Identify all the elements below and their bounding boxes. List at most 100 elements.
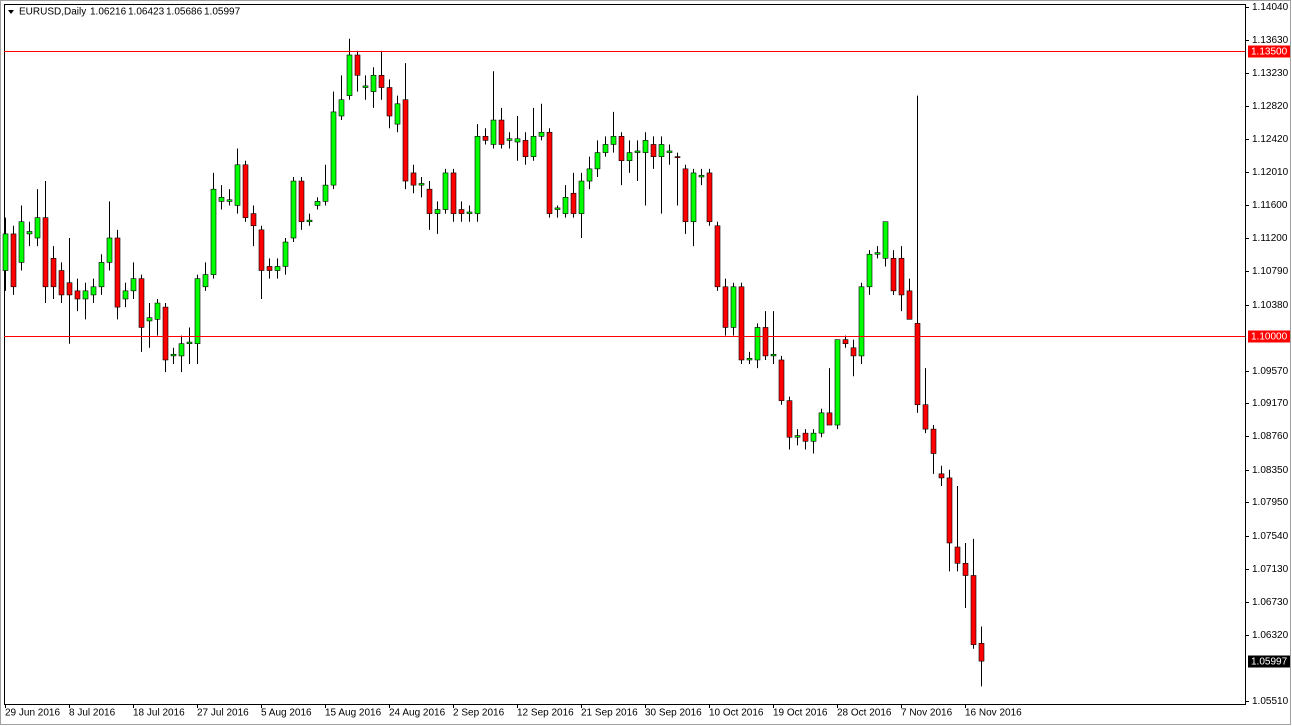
candle-body	[850, 347, 857, 357]
candle-body	[818, 412, 825, 434]
x-tick-label: 15 Aug 2016	[325, 708, 382, 719]
x-tick-label: 27 Jul 2016	[197, 708, 249, 719]
candle-body	[282, 241, 289, 267]
candle-body	[250, 213, 257, 227]
candle-body	[706, 172, 713, 223]
x-tick-label: 18 Jul 2016	[133, 708, 185, 719]
candle-body	[450, 172, 457, 214]
candle-body	[338, 99, 345, 117]
y-tick-label: 1.08350	[1252, 465, 1289, 476]
candle-body	[146, 317, 153, 322]
candle-body	[658, 144, 665, 157]
candle-body	[442, 172, 449, 210]
candle-body	[10, 233, 17, 288]
candle-body	[42, 217, 49, 288]
candle-body	[770, 353, 777, 357]
candle-body	[522, 140, 529, 157]
candle-body	[106, 237, 113, 263]
candle-body	[2, 233, 9, 271]
candle-body	[602, 144, 609, 153]
candle-body	[778, 359, 785, 401]
candle-body	[74, 290, 81, 300]
x-tick-label: 29 Jun 2016	[5, 708, 60, 719]
candle-body	[498, 119, 505, 145]
y-tick-label: 1.07950	[1252, 497, 1289, 508]
candle-body	[722, 286, 729, 328]
candle-body	[858, 286, 865, 357]
candle-body	[786, 400, 793, 438]
candle-body	[314, 201, 321, 206]
y-tick-label: 1.11600	[1252, 200, 1288, 211]
candle-body	[274, 266, 281, 271]
candle-body	[98, 262, 105, 288]
candle-body	[538, 131, 545, 137]
candle-body	[826, 412, 833, 426]
candle-body	[970, 575, 977, 645]
candle-body	[690, 172, 697, 223]
y-tick-label: 1.14040	[1252, 2, 1289, 13]
candle-body	[834, 339, 841, 426]
y-tick-label: 1.06320	[1252, 630, 1289, 641]
candle-body	[946, 477, 953, 544]
candle-body	[82, 290, 89, 300]
candle-body	[138, 278, 145, 328]
level-label-box	[1248, 330, 1290, 343]
candle-body	[666, 150, 673, 153]
candle-body	[730, 286, 737, 328]
candle-body	[242, 164, 249, 218]
y-tick-label: 1.13630	[1252, 35, 1289, 46]
candle-body	[362, 85, 369, 88]
y-tick-label: 1.07540	[1252, 531, 1289, 542]
symbol: EURUSD,Daily	[19, 7, 86, 18]
y-tick-label: 1.12010	[1252, 167, 1289, 178]
candle-body	[218, 197, 225, 202]
candle-body	[194, 278, 201, 345]
candle-body	[266, 266, 273, 271]
candle-body	[234, 164, 241, 206]
candle-body	[906, 290, 913, 320]
x-tick-label: 2 Sep 2016	[453, 708, 505, 719]
candle-body	[762, 327, 769, 357]
candle-body	[306, 219, 313, 223]
last-price-label: 1.05997	[1251, 657, 1288, 668]
candle-body	[202, 274, 209, 288]
close-value: 1.05997	[204, 7, 241, 18]
candle-body	[466, 211, 473, 214]
candle-body	[642, 140, 649, 153]
candle-body	[922, 404, 929, 430]
candle-body	[938, 473, 945, 479]
candle-body	[570, 192, 577, 214]
candle-body	[626, 152, 633, 162]
y-tick-label: 1.13230	[1252, 68, 1289, 79]
last-price-box	[1248, 655, 1290, 668]
candle-body	[122, 290, 129, 300]
candle-body	[18, 221, 25, 263]
candle-body	[594, 152, 601, 170]
y-tick-label: 1.10380	[1252, 300, 1289, 311]
candle-body	[810, 432, 817, 442]
candle-body	[746, 358, 753, 361]
candle-body	[930, 428, 937, 454]
candle-body	[698, 175, 705, 178]
candle-body	[714, 225, 721, 288]
x-tick-label: 5 Aug 2016	[261, 708, 312, 719]
candle-body	[370, 75, 377, 92]
candle-body	[170, 353, 177, 357]
candle-body	[226, 199, 233, 202]
candle-body	[162, 306, 169, 361]
candle-body	[530, 136, 537, 157]
candle-body	[978, 643, 985, 662]
candle-body	[178, 343, 185, 357]
x-tick-label: 19 Oct 2016	[773, 708, 828, 719]
candle-body	[634, 150, 641, 153]
menu-arrow[interactable]	[8, 10, 14, 14]
candle-body	[514, 138, 521, 143]
candle-body	[586, 168, 593, 182]
candle-body	[874, 252, 881, 255]
candle-body	[394, 103, 401, 125]
candle-body	[346, 54, 353, 96]
x-tick-label: 10 Oct 2016	[709, 708, 764, 719]
y-tick-label: 1.12420	[1252, 134, 1289, 145]
candle-body	[506, 138, 513, 141]
